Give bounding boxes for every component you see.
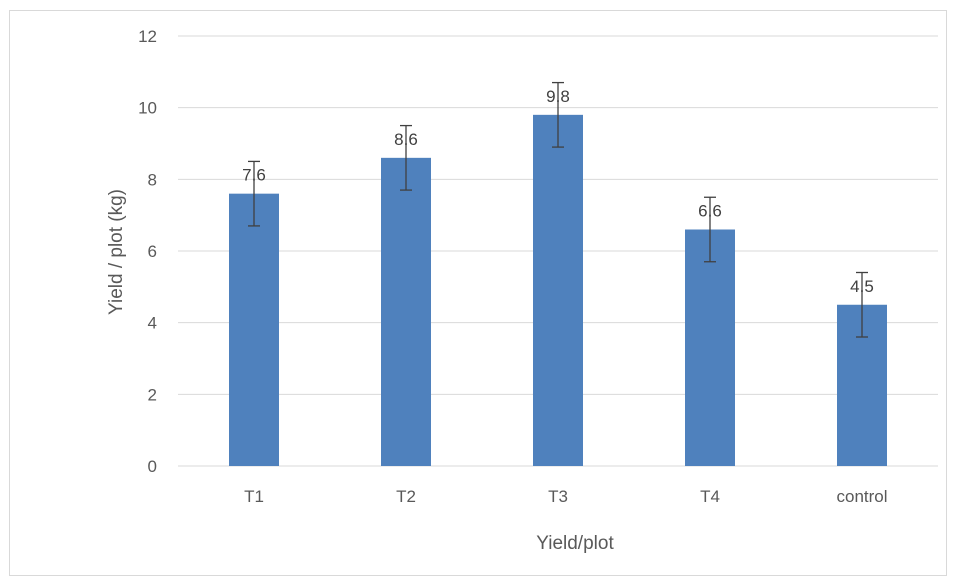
data-label-T2: 8.6	[394, 130, 418, 149]
data-label-T3: 9.8	[546, 87, 570, 106]
bar-T2	[381, 157, 431, 467]
x-tick-label: T1	[244, 487, 264, 506]
error-bar-T4	[704, 196, 716, 263]
x-tick-label: control	[836, 487, 887, 506]
y-axis-ticks: 0 2 4 6 8 10 12	[138, 27, 157, 476]
y-tick-label: 6	[148, 242, 157, 261]
bars	[229, 114, 887, 467]
data-labels: 7.6 8.6 9.8 6.6 4.5	[242, 87, 874, 296]
y-tick-label: 12	[138, 27, 157, 46]
y-axis-title: Yield / plot (kg)	[106, 189, 127, 315]
data-label-control: 4.5	[850, 277, 874, 296]
chart-frame	[9, 10, 947, 576]
error-bar-T3	[552, 81, 564, 148]
y-tick-label: 10	[138, 99, 157, 118]
bar-T4	[685, 229, 735, 466]
error-bar-T1	[248, 160, 260, 227]
y-tick-label: 8	[148, 170, 157, 189]
error-bar-control	[856, 271, 868, 338]
data-label-T1: 7.6	[242, 166, 266, 185]
x-tick-label: T3	[548, 487, 568, 506]
y-tick-label: 2	[148, 385, 157, 404]
x-axis-title: Yield/plot	[536, 533, 614, 554]
y-tick-label: 4	[148, 314, 157, 333]
bar-T3	[533, 114, 583, 466]
error-bar-T2	[400, 124, 412, 191]
x-tick-label: T4	[700, 487, 720, 506]
x-tick-label: T2	[396, 487, 416, 506]
error-bars	[248, 81, 868, 338]
data-label-T4: 6.6	[698, 202, 722, 221]
x-axis-ticks: T1 T2 T3 T4 control	[244, 487, 887, 506]
bar-T1	[229, 193, 279, 466]
y-tick-label: 0	[148, 457, 157, 476]
